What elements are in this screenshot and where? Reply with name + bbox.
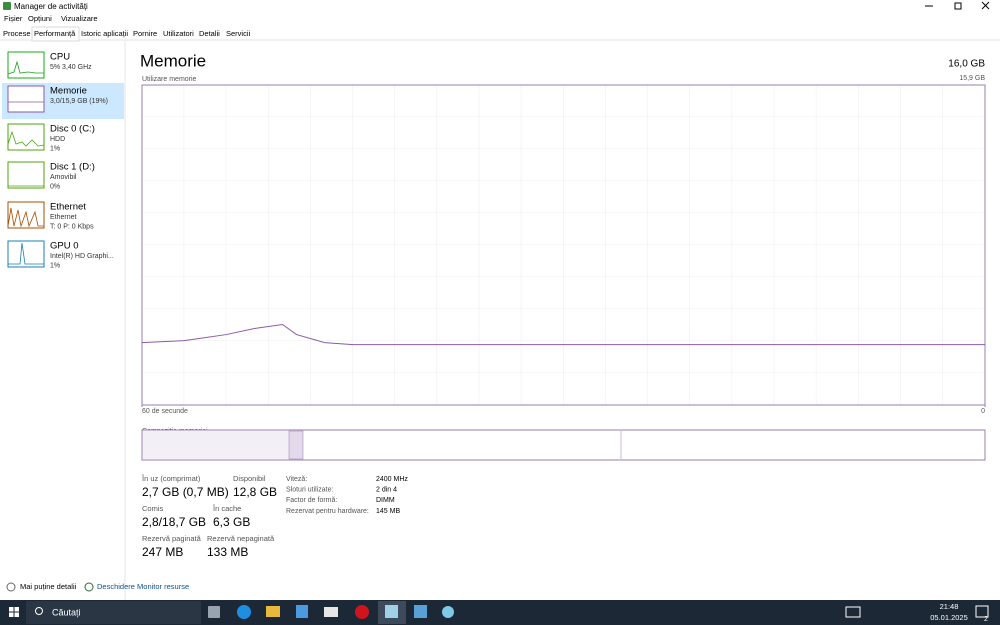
- menu-item[interactable]: Fișier: [4, 14, 23, 23]
- fewer-details[interactable]: Mai puține detalii: [20, 582, 77, 591]
- search-text[interactable]: Căutați: [52, 607, 81, 617]
- detail-value: 145 MB: [376, 508, 400, 515]
- detail-value: DIMM: [376, 497, 395, 504]
- sidebar-detail: Ethernet: [50, 214, 77, 221]
- memory-line: [141, 323, 985, 346]
- app-red[interactable]: [355, 605, 369, 619]
- total-memory: 16,0 GB: [948, 59, 985, 70]
- stat-label: În uz (comprimat): [141, 474, 201, 483]
- sidebar-detail: 0%: [50, 183, 60, 190]
- sidebar-thumb[interactable]: [7, 85, 45, 113]
- sidebar-name[interactable]: Ethernet: [50, 202, 86, 213]
- sidebar-thumb-line: [7, 207, 44, 228]
- y-tick-label: 15,9 GB: [959, 75, 985, 82]
- sidebar-thumb-line: [7, 130, 45, 147]
- sidebar-thumb[interactable]: [7, 240, 45, 268]
- clock-time[interactable]: 21:48: [940, 602, 959, 611]
- x-tick-label: 60 de secunde: [142, 408, 188, 415]
- sidebar-name[interactable]: Disc 1 (D:): [50, 162, 95, 173]
- stat-value: 2,8/18,7 GB: [142, 515, 206, 529]
- graph-label: Utilizare memorie: [142, 76, 197, 83]
- menu-item[interactable]: Opțiuni: [28, 14, 52, 23]
- notification-icon[interactable]: [975, 605, 989, 618]
- stat-value: 133 MB: [207, 545, 248, 559]
- sidebar-detail: 5% 3,40 GHz: [50, 64, 92, 71]
- sidebar-detail: Intel(R) HD Graphi...: [50, 253, 114, 260]
- window-controls[interactable]: [925, 1, 990, 10]
- explorer[interactable]: [266, 606, 280, 617]
- taskbar-apps[interactable]: [208, 601, 454, 624]
- stat-label: Disponibil: [233, 474, 266, 483]
- resource-monitor-icon[interactable]: [84, 582, 94, 592]
- graph-frame: [141, 84, 986, 406]
- clock-date[interactable]: 05.01.2025: [930, 613, 968, 622]
- edge[interactable]: [237, 605, 251, 619]
- sidebar-detail: 1%: [50, 262, 60, 269]
- stat-value: 12,8 GB: [233, 485, 277, 499]
- modified-segment: [288, 430, 304, 460]
- sidebar-thumb-line: [7, 60, 44, 75]
- stat-value: 6,3 GB: [213, 515, 250, 529]
- sidebar-name[interactable]: GPU 0: [50, 241, 79, 252]
- start-button[interactable]: [9, 607, 19, 617]
- sidebar-detail: HDD: [50, 136, 65, 143]
- sidebar-name[interactable]: Memorie: [50, 86, 87, 97]
- detail-label: Viteză:: [286, 476, 307, 483]
- x-tick-label: 0: [981, 408, 985, 415]
- tab[interactable]: Performanță: [34, 29, 76, 38]
- app-icon: [3, 2, 11, 10]
- tab[interactable]: Servicii: [226, 29, 251, 38]
- sidebar-detail: T: 0 P: 0 Kbps: [50, 223, 94, 230]
- sidebar-detail: 1%: [50, 145, 60, 152]
- close[interactable]: [981, 1, 990, 10]
- task-view[interactable]: [208, 606, 220, 618]
- notification-count[interactable]: 2: [984, 616, 988, 623]
- detail-value: 2400 MHz: [376, 476, 408, 483]
- sidebar-name[interactable]: CPU: [50, 52, 70, 63]
- composition-bar: [141, 429, 986, 461]
- page-title: Memorie: [140, 51, 206, 70]
- search-box[interactable]: [26, 601, 201, 624]
- keyboard-icon[interactable]: [845, 606, 861, 618]
- tab[interactable]: Detalii: [199, 29, 220, 38]
- fewer-details-icon[interactable]: [6, 582, 16, 592]
- detail-label: Factor de formă:: [286, 497, 337, 504]
- menu-item[interactable]: Vizualizare: [61, 14, 98, 23]
- tab[interactable]: Procese: [3, 29, 31, 38]
- stat-value: 2,7 GB (0,7 MB): [142, 485, 229, 499]
- resource-monitor-link[interactable]: Deschidere Monitor resurse: [97, 582, 189, 591]
- stat-value: 247 MB: [142, 545, 183, 559]
- stat-label: Rezervă paginată: [142, 534, 202, 543]
- detail-label: Sloturi utilizate:: [286, 487, 334, 494]
- store[interactable]: [296, 605, 308, 618]
- stat-label: Rezervă nepaginată: [207, 534, 275, 543]
- active-tab[interactable]: [31, 26, 80, 42]
- app-light[interactable]: [442, 606, 454, 618]
- maximize[interactable]: [954, 2, 962, 10]
- sidebar-detail: 3,0/15,9 GB (19%): [50, 98, 108, 105]
- mail[interactable]: [324, 607, 338, 617]
- sidebar-thumb[interactable]: [7, 161, 45, 189]
- window-title: Manager de activități: [14, 2, 88, 11]
- sidebar-detail: Amovibil: [50, 174, 77, 181]
- detail-value: 2 din 4: [376, 487, 397, 494]
- detail-label: Rezervat pentru hardware:: [286, 508, 369, 515]
- tab[interactable]: Utilizatori: [163, 29, 194, 38]
- tab[interactable]: Istoric aplicații: [81, 29, 128, 38]
- sidebar-name[interactable]: Disc 0 (C:): [50, 124, 95, 135]
- sidebar-thumb[interactable]: [7, 51, 45, 79]
- app-blue[interactable]: [414, 605, 427, 618]
- stat-label: În cache: [212, 504, 241, 513]
- in-use-segment: [143, 431, 289, 459]
- search-icon: [35, 607, 43, 615]
- task-manager-icon[interactable]: [385, 605, 398, 618]
- sidebar-thumb-line: [8, 242, 44, 265]
- stat-label: Comis: [142, 504, 164, 513]
- tab[interactable]: Pornire: [133, 29, 157, 38]
